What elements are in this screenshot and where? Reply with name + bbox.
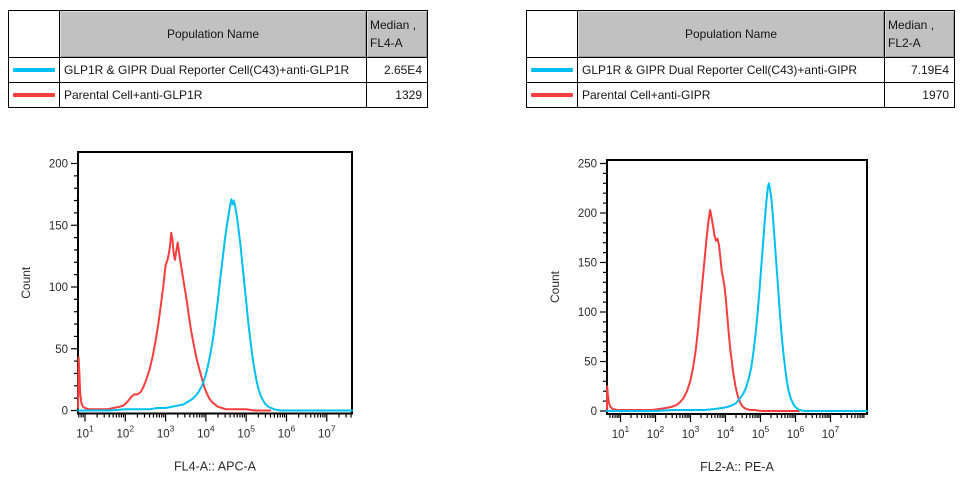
legend-header-blank: [8, 10, 60, 58]
median-value: 2.65E4: [366, 57, 428, 83]
y-tick-label: 0: [62, 406, 68, 418]
histogram-curve: [77, 231, 272, 412]
population-name: GLP1R & GIPR Dual Reporter Cell(C43)+ant…: [577, 57, 885, 83]
y-tick-label: 200: [49, 159, 68, 171]
x-tick-label: 102: [117, 424, 135, 441]
y-axis-title: Count: [548, 270, 562, 303]
axis-labels: 101 102 103 104 105 106 107 0 50 100 150 200: [49, 159, 336, 441]
x-tick-label: 102: [647, 424, 665, 441]
median-value: 1329: [366, 82, 428, 108]
cyan-series-swatch: [530, 68, 574, 72]
series-swatch-cell: [8, 82, 60, 108]
x-tick-label: 105: [752, 424, 770, 441]
plot-border: [606, 159, 868, 415]
x-tick-label: 105: [237, 424, 255, 441]
axis-labels: 101 102 103 104 105 106 107 0 50 100 150 200 250: [578, 159, 840, 442]
median-value: 7.19E4: [884, 57, 955, 83]
y-tick-label: 150: [578, 258, 597, 270]
y-tick-label: 100: [578, 307, 597, 319]
median-header-line1: Median ,: [370, 18, 417, 32]
table-row: GLP1R & GIPR Dual Reporter Cell(C43)+ant…: [526, 57, 955, 83]
legend-header-row: Population Name Median , FL4-A: [8, 10, 428, 58]
y-tick-label: 0: [591, 406, 597, 418]
x-tick-label: 107: [318, 424, 336, 441]
x-tick-label: 107: [822, 424, 840, 441]
red-series-swatch: [530, 93, 574, 97]
axis-ticks: [71, 162, 352, 422]
x-tick-label: 101: [612, 424, 630, 441]
red-series-swatch: [12, 93, 56, 97]
x-tick-label: 106: [787, 424, 805, 441]
legend-table-gipr: Population Name Median , FL2-A GLP1R & G…: [526, 10, 955, 108]
population-name-header: Population Name: [59, 10, 367, 58]
series-swatch-cell: [526, 82, 578, 108]
y-tick-label: 50: [55, 344, 68, 356]
x-tick-label: 104: [197, 424, 215, 441]
y-tick-label: 250: [578, 159, 597, 171]
x-tick-label: 103: [157, 424, 175, 441]
median-header-line2: FL4-A: [370, 36, 403, 50]
x-tick-label: 104: [717, 424, 735, 441]
series-swatch-cell: [526, 57, 578, 83]
x-tick-label: 106: [278, 424, 296, 441]
population-name: Parental Cell+anti-GLP1R: [59, 82, 367, 108]
y-tick-label: 200: [578, 208, 597, 220]
plot-border: [77, 151, 353, 415]
cyan-series-swatch: [12, 68, 56, 72]
legend-table-glp1r: Population Name Median , FL4-A GLP1R & G…: [8, 10, 428, 108]
median-value: 1970: [884, 82, 955, 108]
median-header-line2: FL2-A: [888, 36, 921, 50]
population-name: Parental Cell+anti-GIPR: [577, 82, 885, 108]
median-header-line1: Median ,: [888, 18, 935, 32]
x-tick-label: 101: [76, 424, 94, 441]
x-tick-label: 103: [682, 424, 700, 441]
histogram-curve: [77, 198, 354, 412]
histogram-curve: [605, 209, 800, 412]
median-header: Median , FL2-A: [884, 10, 955, 58]
median-header: Median , FL4-A: [366, 10, 428, 58]
chart-0: 101 102 103 104 105 106 107 0 50 100 150 200FL4-A::…: [19, 151, 354, 474]
y-axis-title: Count: [19, 266, 33, 299]
table-row: Parental Cell+anti-GIPR 1970: [526, 82, 955, 108]
y-tick-label: 100: [49, 282, 68, 294]
legend-header-row: Population Name Median , FL2-A: [526, 10, 955, 58]
table-row: Parental Cell+anti-GLP1R 1329: [8, 82, 428, 108]
x-axis-title: FL2-A:: PE-A: [700, 460, 774, 474]
histogram-curve: [605, 182, 868, 412]
x-axis-title: FL4-A:: APC-A: [174, 460, 257, 474]
y-tick-label: 150: [49, 220, 68, 232]
axis-ticks: [600, 162, 865, 422]
chart-1: 101 102 103 104 105 106 107 0 50 100 150 200 250 FL2-…: [548, 159, 868, 474]
y-tick-label: 50: [584, 357, 597, 369]
population-name-header: Population Name: [577, 10, 885, 58]
table-row: GLP1R & GIPR Dual Reporter Cell(C43)+ant…: [8, 57, 428, 83]
population-name: GLP1R & GIPR Dual Reporter Cell(C43)+ant…: [59, 57, 367, 83]
